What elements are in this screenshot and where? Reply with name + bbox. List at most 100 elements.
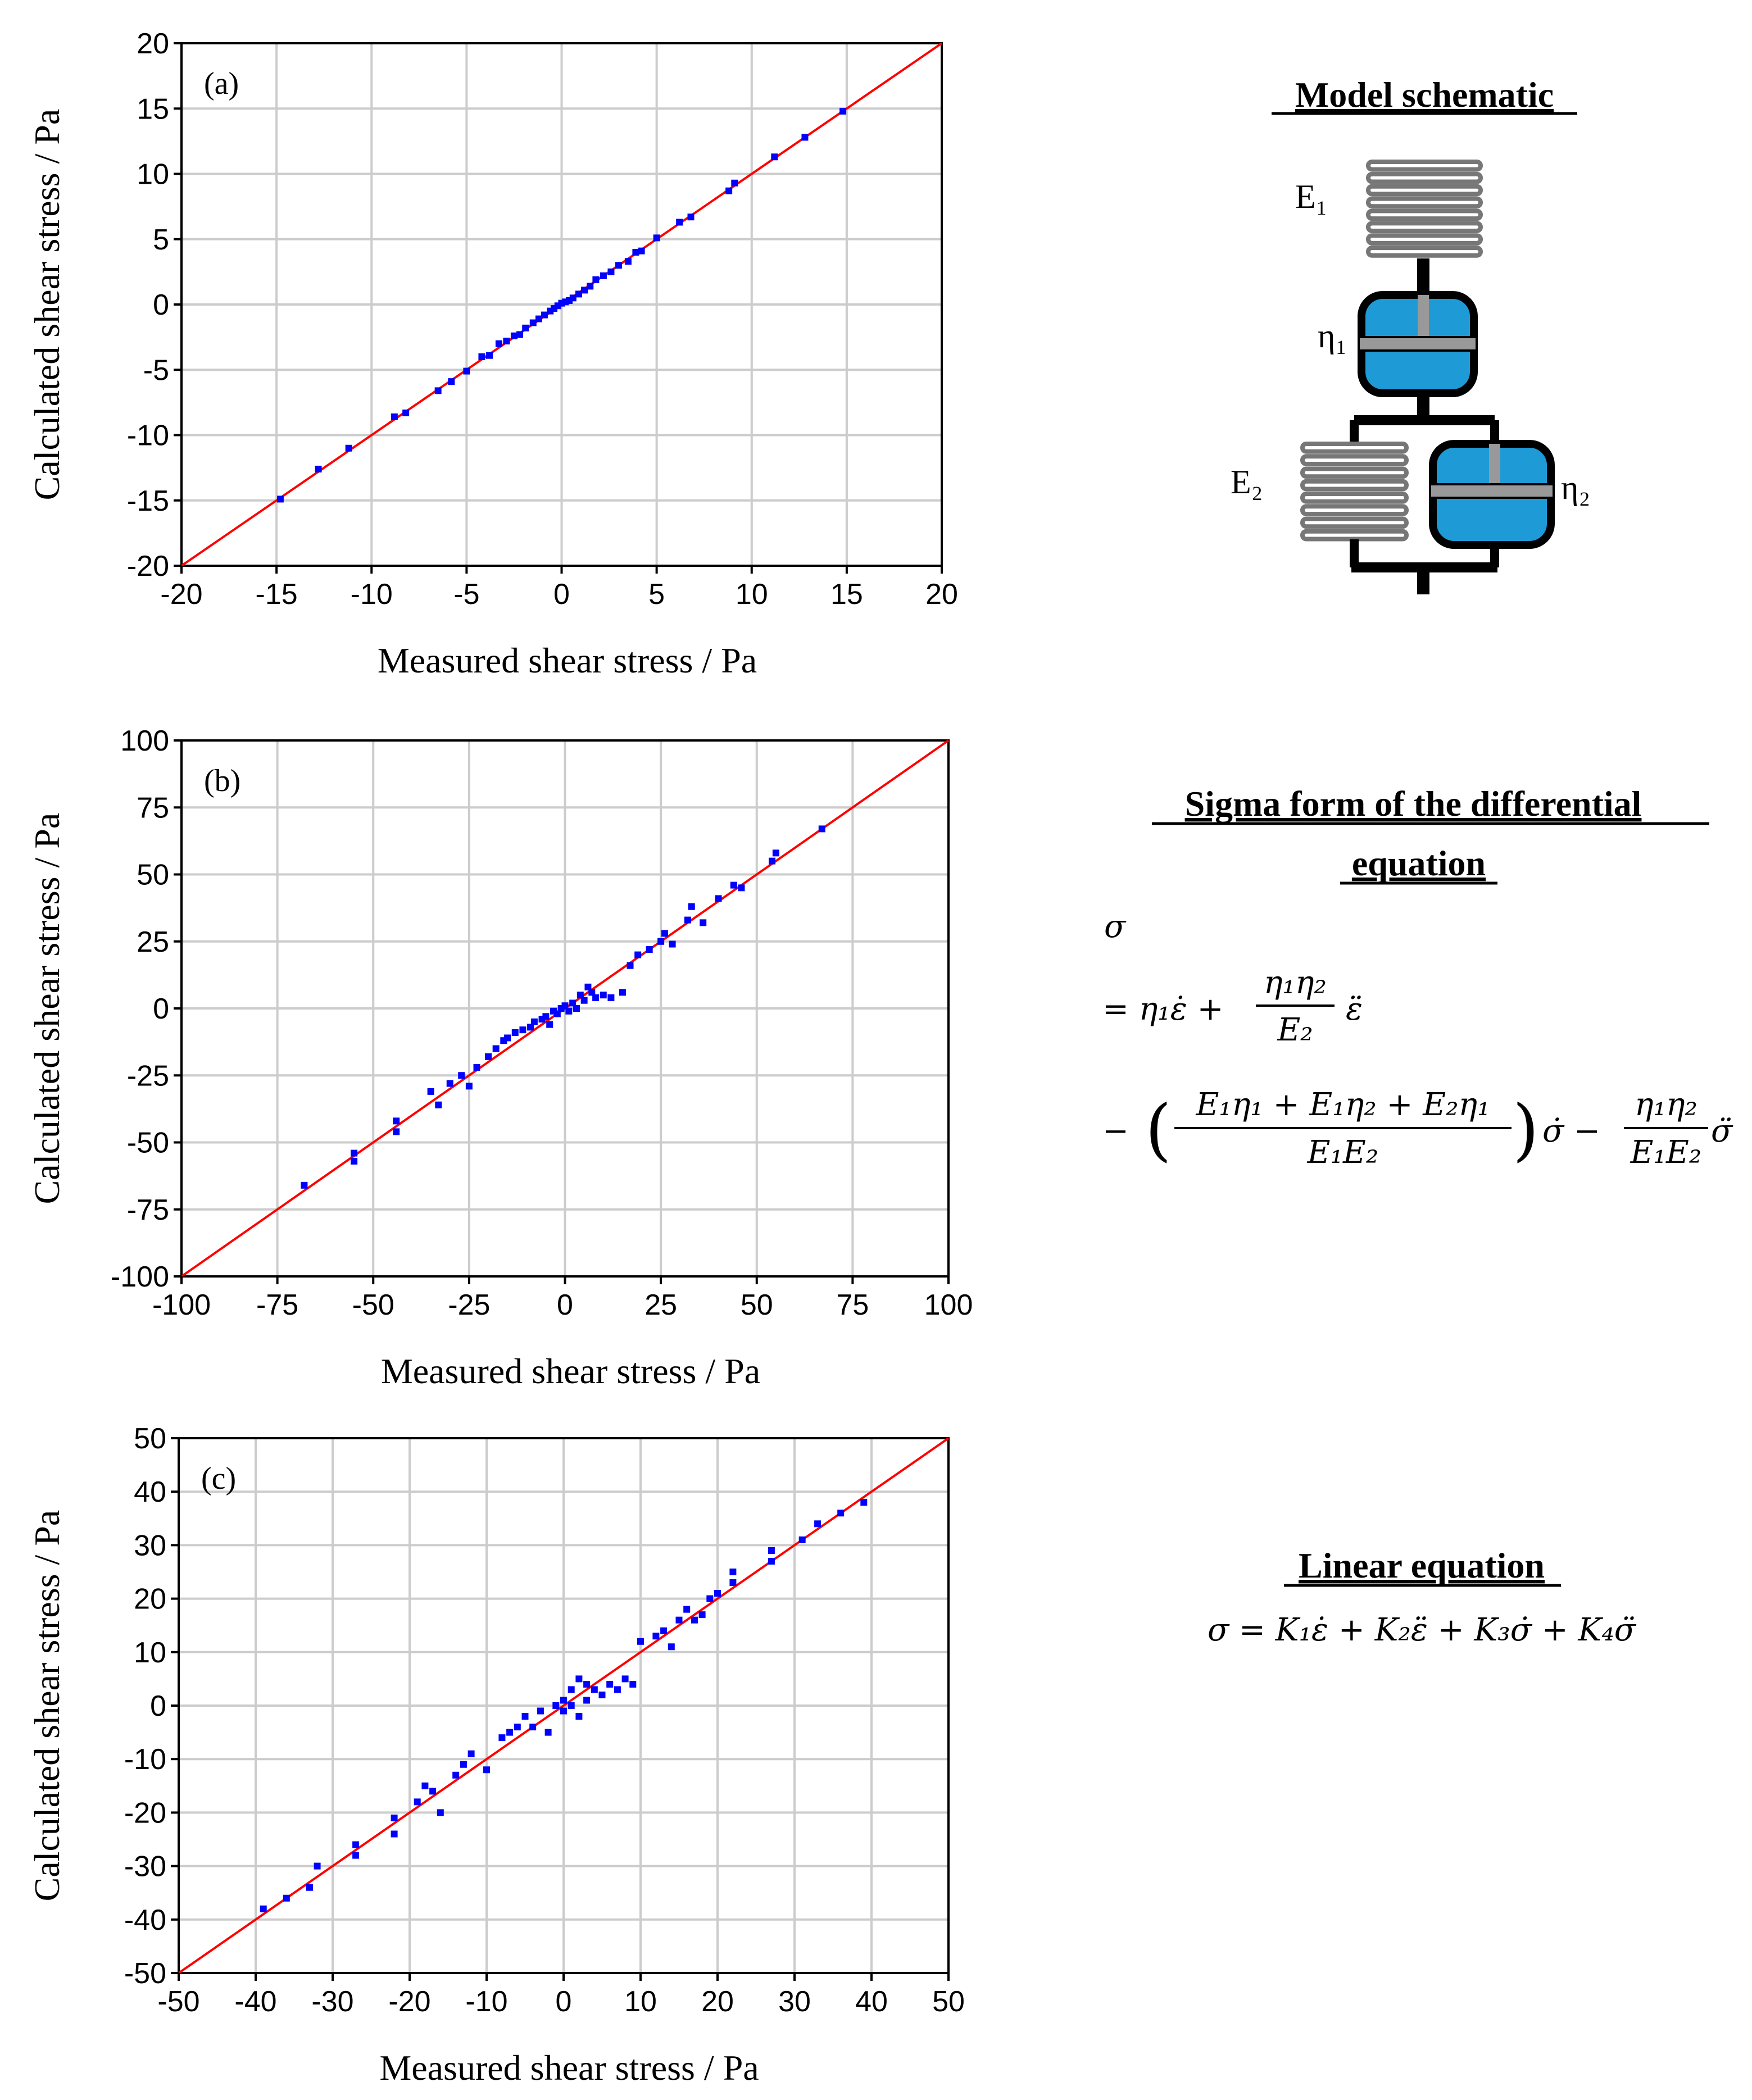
y-tick-label: -50 — [127, 1127, 169, 1160]
data-point — [510, 332, 518, 339]
data-point — [283, 1894, 290, 1902]
x-tick-label: -30 — [311, 1985, 353, 2018]
x-tick-label: -50 — [352, 1289, 394, 1321]
model-schematic: Model schematic E₁ η₁ E₂ η₂ — [1231, 75, 1590, 594]
data-point — [546, 1021, 553, 1028]
data-point — [529, 319, 537, 326]
fit-line — [178, 1437, 950, 1974]
data-point — [657, 938, 665, 945]
data-point — [729, 1579, 737, 1587]
data-point — [516, 331, 524, 338]
data-point — [427, 1088, 434, 1095]
data-point — [798, 1536, 806, 1543]
y-axis-label: Calculated shear stress / Pa — [27, 109, 67, 501]
data-point — [669, 940, 676, 948]
x-tick-label: 20 — [925, 578, 958, 611]
sigma-line3-open-paren: ( — [1145, 1091, 1172, 1169]
data-point — [506, 1729, 514, 1736]
y-tick-label: 20 — [137, 28, 169, 60]
data-point — [521, 1713, 529, 1720]
data-point — [637, 1638, 644, 1645]
data-point — [573, 1005, 580, 1012]
x-tick-label: -50 — [157, 1985, 199, 2018]
spring-coil — [1300, 504, 1409, 517]
data-point — [568, 1686, 575, 1693]
x-tick-label: -100 — [152, 1289, 211, 1321]
y-tick-label: -10 — [124, 1743, 166, 1776]
data-point — [587, 283, 594, 290]
data-point — [391, 1814, 398, 1821]
x-tick-label: 0 — [556, 1985, 572, 2018]
x-tick-label: 0 — [553, 578, 570, 611]
y-tick-label: 5 — [153, 224, 169, 256]
spring-coil — [1366, 196, 1483, 209]
data-point — [634, 951, 642, 958]
data-point — [345, 444, 352, 452]
data-point — [498, 1734, 506, 1742]
data-point — [553, 1010, 561, 1017]
x-tick-label: 40 — [855, 1985, 888, 2018]
y-tick-label: -20 — [127, 550, 169, 583]
y-tick-label: -75 — [127, 1194, 169, 1226]
data-point — [687, 213, 695, 221]
data-point — [503, 338, 510, 345]
sigma-line2-denominator: E₂ — [1277, 1012, 1313, 1048]
y-tick-label: 0 — [150, 1690, 166, 1722]
data-point — [529, 1724, 537, 1731]
data-point — [653, 234, 660, 242]
data-point — [619, 989, 626, 996]
data-point — [306, 1884, 313, 1891]
data-point — [691, 1616, 698, 1624]
x-tick-label: 50 — [741, 1289, 773, 1321]
spring-coil — [1366, 233, 1483, 246]
data-point — [569, 294, 577, 302]
spring-coil — [1366, 160, 1483, 172]
data-point — [527, 1024, 534, 1031]
x-tick-label: -75 — [256, 1289, 298, 1321]
y-tick-label: 0 — [153, 289, 169, 321]
spring-coil — [1300, 466, 1409, 479]
data-point — [352, 1841, 360, 1848]
data-point — [583, 1680, 591, 1688]
data-point — [676, 219, 683, 226]
y-tick-label: 10 — [137, 158, 169, 191]
data-point — [276, 496, 284, 503]
data-point — [435, 1101, 442, 1108]
data-point — [621, 1675, 629, 1683]
data-point — [541, 311, 548, 319]
data-point — [483, 1766, 490, 1774]
data-point — [588, 989, 596, 996]
data-point — [495, 340, 502, 347]
data-point — [714, 1590, 721, 1597]
x-tick-label: -10 — [351, 578, 393, 611]
data-point — [860, 1499, 868, 1506]
data-point — [575, 290, 582, 298]
x-axis-label: Measured shear stress / Pa — [378, 640, 757, 680]
data-point — [624, 258, 632, 265]
x-tick-label: 100 — [924, 1289, 973, 1321]
data-point — [565, 1007, 573, 1015]
y-tick-label: -100 — [111, 1261, 169, 1293]
data-point — [537, 1707, 544, 1715]
data-point — [715, 895, 722, 902]
data-point — [535, 315, 542, 322]
data-point — [600, 272, 607, 279]
spring-coil — [1366, 171, 1483, 184]
data-point — [421, 1782, 429, 1789]
sigma-line3-mid: σ̇ − — [1542, 1113, 1600, 1149]
data-point — [473, 1063, 480, 1071]
x-tick-label: 20 — [701, 1985, 734, 2018]
linear-equation-block: Linear equation σ = K₁ε̇ + K₂ε̈ + K₃σ̇ +… — [1208, 1546, 1637, 1648]
data-point — [434, 387, 442, 394]
data-point — [730, 881, 737, 889]
y-tick-label: 10 — [134, 1637, 166, 1669]
sigma-line3-lead: − — [1102, 1113, 1129, 1149]
linear-equation-text: σ = K₁ε̇ + K₂ε̈ + K₃σ̇ + K₄σ̈ — [1208, 1612, 1637, 1648]
data-point — [414, 1798, 421, 1806]
data-point — [530, 1018, 538, 1025]
data-point — [492, 1045, 500, 1052]
y-tick-label: 15 — [137, 93, 169, 125]
eta2-label: η₂ — [1561, 469, 1590, 506]
sigma-line1: σ — [1104, 908, 1127, 945]
data-point — [772, 849, 779, 857]
